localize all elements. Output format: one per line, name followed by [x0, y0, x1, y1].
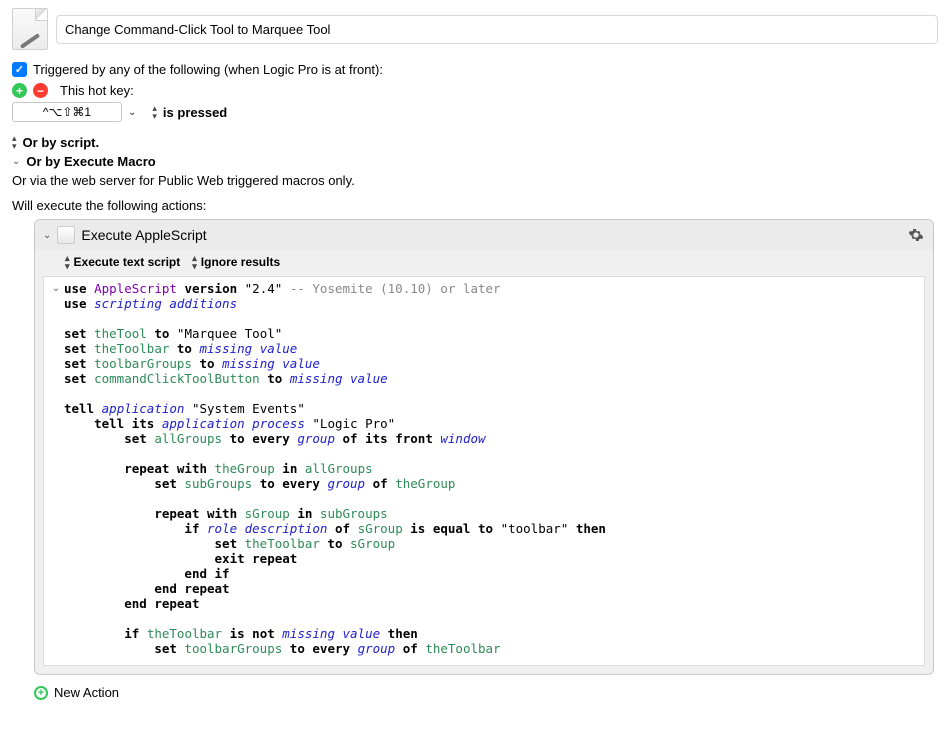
or-web-label: Or via the web server for Public Web tri…: [12, 173, 355, 188]
chevron-down-icon[interactable]: ⌄: [12, 156, 20, 167]
or-exec-macro-row[interactable]: ⌄ Or by Execute Macro: [12, 154, 938, 169]
code-content[interactable]: use AppleScript version "2.4" -- Yosemit…: [64, 281, 920, 665]
action-title: Execute AppleScript: [81, 227, 206, 243]
or-web-row: Or via the web server for Public Web tri…: [12, 173, 938, 188]
macro-header: [12, 8, 938, 50]
action-disclosure[interactable]: ⌄: [43, 230, 51, 241]
trigger-enabled-checkbox[interactable]: ✓: [12, 62, 27, 77]
action-item: ⌄ Execute AppleScript ▴▾ Execute text sc…: [34, 219, 934, 675]
or-exec-macro-label: Or by Execute Macro: [26, 154, 155, 169]
new-action-label: New Action: [54, 685, 119, 700]
code-gutter-chevron[interactable]: ⌄: [48, 281, 64, 665]
hotkey-field[interactable]: ^⌥⇧⌘1: [12, 102, 122, 122]
action-subheader: ▴▾ Execute text script ▴▾ Ignore results: [35, 250, 933, 276]
trigger-label: Triggered by any of the following (when …: [33, 62, 383, 77]
trigger-row: ✓ Triggered by any of the following (whe…: [12, 62, 938, 77]
or-script-label: Or by script.: [23, 135, 100, 150]
pressed-mode-stepper[interactable]: ▴▾: [152, 104, 157, 120]
pressed-label: is pressed: [163, 105, 227, 120]
gear-icon[interactable]: [907, 226, 925, 244]
add-action-icon[interactable]: +: [34, 686, 48, 700]
or-script-row[interactable]: ▴▾ Or by script.: [12, 134, 938, 150]
result-mode-select[interactable]: ▴▾ Ignore results: [192, 254, 280, 270]
applescript-icon: [57, 226, 75, 244]
script-mode-select[interactable]: ▴▾ Execute text script: [65, 254, 180, 270]
add-trigger-button[interactable]: +: [12, 83, 27, 98]
actions-heading: Will execute the following actions:: [12, 198, 938, 213]
hotkey-label: This hot key:: [60, 83, 134, 98]
new-action-row[interactable]: + New Action: [34, 685, 938, 700]
macro-icon: [12, 8, 48, 50]
hotkey-config-row: ^⌥⇧⌘1 ⌄ ▴▾ is pressed: [12, 102, 938, 122]
macro-title-input[interactable]: [56, 15, 938, 44]
or-script-stepper[interactable]: ▴▾: [12, 134, 17, 150]
code-editor[interactable]: ⌄ use AppleScript version "2.4" -- Yosem…: [43, 276, 925, 666]
hotkey-stepper[interactable]: ⌄: [128, 107, 136, 118]
hotkey-row: + − This hot key:: [12, 83, 938, 98]
action-header: ⌄ Execute AppleScript: [35, 220, 933, 250]
remove-trigger-button[interactable]: −: [33, 83, 48, 98]
